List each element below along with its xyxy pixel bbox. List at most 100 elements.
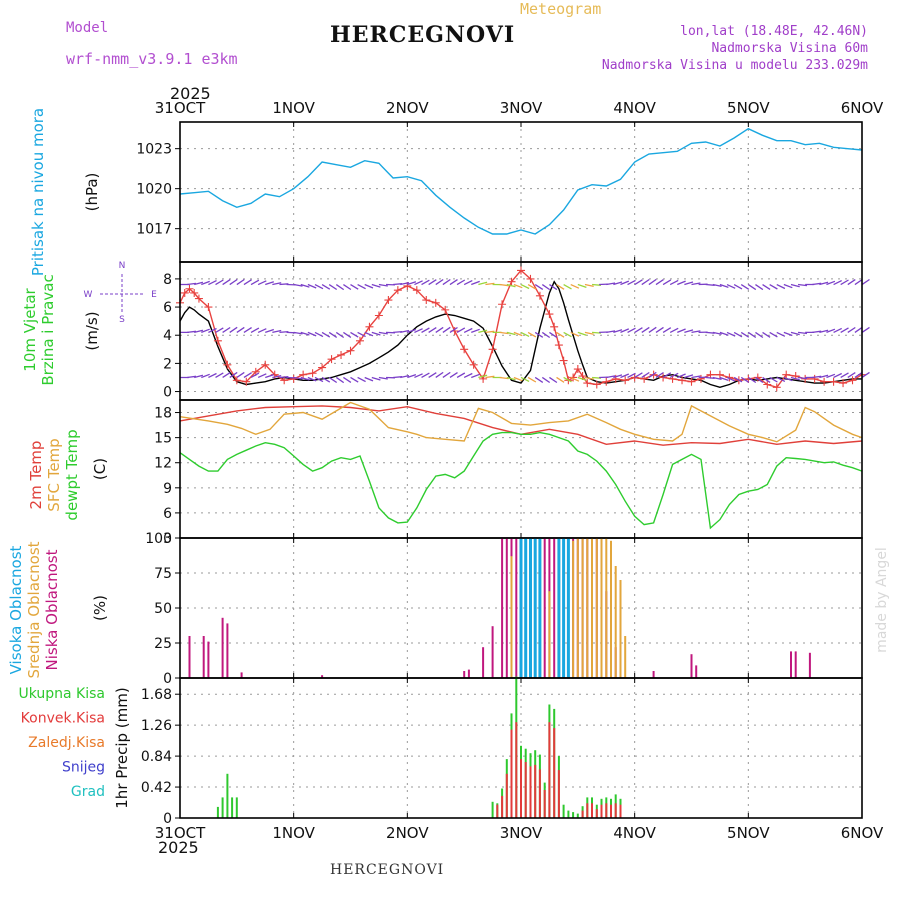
wind-barb: [527, 331, 537, 338]
wind-barb: [747, 376, 757, 384]
bar-conv_precip: [524, 762, 527, 818]
gust-point: [190, 288, 199, 297]
cloud-axis-subtitle: Srednja Oblacnost: [25, 541, 43, 678]
temp-unit-g: (C): [91, 458, 109, 480]
date-label-bottom: 6NOV: [841, 824, 884, 842]
gust-point: [848, 376, 857, 385]
gust-point: [820, 377, 829, 386]
gust-point: [355, 336, 364, 345]
bar-low_cloud: [221, 617, 224, 678]
wind-barb: [747, 283, 757, 291]
bar-high_cloud: [566, 538, 570, 678]
wind-barb: [826, 328, 836, 334]
wind-barb: [541, 283, 551, 291]
y-tick-label: 0: [163, 811, 172, 827]
wind-barb: [343, 376, 352, 383]
date-label-top: 4NOV: [613, 99, 656, 117]
wind-barb: [265, 373, 275, 379]
gust-point: [374, 311, 383, 320]
bar-mid_cloud: [548, 591, 551, 678]
wind-barb: [350, 331, 359, 338]
wind-title: 10m Vjetar Brzina i Pravac: [21, 274, 57, 385]
precip-legend-item: Konvek.Kisa: [21, 711, 105, 727]
gust-point: [659, 373, 668, 382]
bar-low_cloud: [321, 675, 324, 678]
gust-point: [696, 374, 705, 383]
bar-mid_cloud: [591, 538, 593, 678]
gust-point: [725, 373, 734, 382]
gust-point: [559, 356, 568, 365]
wind-barb: [471, 373, 480, 379]
wind-barb: [314, 376, 324, 383]
wind-barb: [471, 328, 480, 334]
gust-point: [194, 294, 203, 303]
wind-barb: [456, 372, 466, 379]
wind-barb: [755, 283, 764, 291]
wind-barb: [520, 283, 530, 290]
wind-barb: [712, 331, 722, 335]
wind-barb: [435, 326, 444, 333]
coords-label: lon,lat (18.48E, 42.46N): [680, 24, 868, 39]
bar-low_cloud: [463, 671, 466, 678]
wind-barb: [463, 372, 473, 379]
y-tick-label: 1017: [136, 222, 172, 238]
y-tick-label: 0.42: [141, 780, 172, 796]
bar-total_precip: [235, 797, 238, 818]
model-name: wrf-nmm_v3.9.1 e3km: [66, 50, 238, 68]
wind-barb: [691, 375, 701, 379]
wind-barb: [726, 376, 736, 382]
gust-point: [517, 266, 525, 275]
cloud-title: Visoka Oblacnost Srednja Oblacnost Niska O…: [7, 541, 61, 678]
wind-barb: [378, 331, 388, 335]
gust-point: [621, 376, 630, 385]
y-tick-label: 4: [163, 328, 172, 344]
wind-barb: [478, 374, 488, 379]
wind-barb: [833, 372, 842, 379]
wind-barb: [208, 327, 217, 333]
wind-barb: [776, 331, 786, 337]
wind-barb: [747, 331, 757, 338]
bar-conv_precip: [520, 759, 522, 818]
gust-point: [327, 355, 336, 364]
bar-conv_precip: [591, 803, 593, 818]
y-tick-label: 3: [163, 531, 172, 547]
temp-unit: (C): [91, 458, 109, 480]
gust-point: [583, 379, 592, 388]
y-tick-label: 0: [163, 671, 172, 687]
wind-barb: [485, 282, 495, 286]
date-label-bottom: 4NOV: [613, 824, 656, 842]
gust-point: [346, 346, 355, 355]
date-label-top: 6NOV: [841, 99, 884, 117]
temp-axis-subtitle2: dewpt Temp: [63, 429, 81, 520]
gust-point: [545, 310, 554, 319]
temp-axis-title: 2m Temp: [27, 441, 45, 510]
wind-barb: [314, 283, 324, 290]
wind-barb: [812, 282, 822, 286]
year-top: 2025: [170, 84, 211, 103]
wind-barb: [648, 278, 657, 286]
wind-barb: [606, 282, 616, 286]
wind-barb: [307, 376, 317, 382]
wind-barb: [257, 373, 267, 379]
bar-low_cloud: [240, 672, 243, 678]
cloud-unit-g: (%): [91, 595, 109, 621]
bar-low_cloud: [505, 538, 508, 678]
wind-barb: [257, 328, 267, 333]
wind-barb: [364, 376, 374, 382]
wind-barb: [421, 279, 430, 286]
wind-barb: [591, 283, 602, 286]
wind-barb: [570, 376, 580, 382]
bar-high_cloud: [524, 538, 528, 678]
gust-point: [687, 377, 696, 386]
wind-barb: [556, 331, 565, 338]
wind-barb: [719, 331, 729, 336]
wind-barb: [321, 331, 331, 338]
wind-barb: [740, 283, 750, 290]
wind-barb: [442, 278, 451, 286]
gust-point: [308, 369, 317, 378]
product-title: Meteogram: [520, 0, 602, 18]
wind-barb: [400, 374, 410, 379]
gust-point: [592, 380, 601, 389]
gust-point: [810, 374, 819, 383]
wind-barb: [691, 282, 701, 286]
